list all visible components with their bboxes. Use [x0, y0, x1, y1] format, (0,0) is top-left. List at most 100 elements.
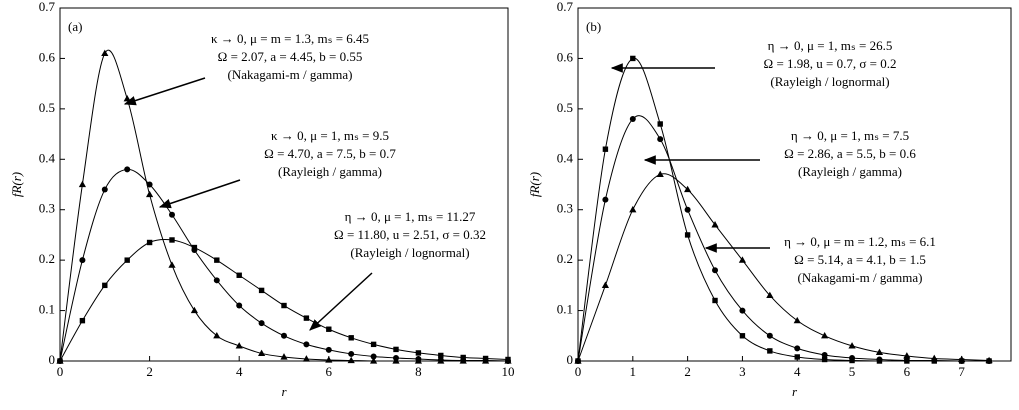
marker-point — [958, 355, 966, 363]
annotation-text: Ω = 2.07, a = 4.45, b = 0.55 — [218, 49, 363, 64]
marker-point — [236, 302, 243, 309]
x-tick-label: 0 — [575, 364, 582, 379]
curve — [59, 168, 509, 362]
y-tick-label: 0.3 — [39, 201, 55, 216]
marker-point — [629, 205, 637, 213]
marker-point — [79, 257, 86, 264]
y-tick-label: 0.2 — [557, 251, 573, 266]
marker-point — [482, 355, 489, 362]
marker-point — [146, 239, 153, 246]
y-tick-label: 0.3 — [557, 201, 573, 216]
marker-point — [214, 257, 220, 263]
marker-point — [766, 332, 773, 339]
marker-point — [302, 355, 310, 362]
y-tick-label: 0.7 — [39, 0, 56, 14]
annotation-text: η → 0, μ = m = 1.2, mₛ = 6.1 — [784, 234, 936, 249]
marker-point — [370, 357, 378, 364]
y-tick-label: 0.1 — [39, 302, 55, 317]
marker-point — [348, 350, 355, 357]
marker-point — [281, 302, 287, 309]
marker-point — [794, 354, 800, 360]
marker-point — [190, 306, 198, 314]
marker-point — [684, 206, 691, 213]
annotation-text: κ → 0, μ = m = 1.3, mₛ = 6.45 — [211, 31, 369, 46]
marker-point — [303, 315, 310, 321]
x-tick-label: 0 — [57, 364, 64, 379]
marker-point — [101, 186, 108, 193]
annotation-text: η → 0, μ = 1, mₛ = 7.5 — [791, 128, 909, 143]
marker-point — [930, 354, 938, 362]
y-axis-label: fR(r) — [9, 172, 24, 197]
marker-point — [657, 121, 663, 127]
marker-point — [124, 166, 131, 173]
marker-point — [602, 196, 609, 203]
marker-point — [767, 348, 773, 354]
marker-point — [102, 282, 108, 289]
y-tick-label: 0.5 — [39, 100, 55, 115]
x-tick-label: 4 — [794, 364, 801, 379]
annotation-text: (Rayleigh / lognormal) — [770, 74, 889, 89]
y-tick-label: 0.7 — [557, 0, 574, 14]
x-tick-label: 6 — [326, 364, 333, 379]
marker-point — [985, 356, 993, 364]
marker-point — [712, 267, 719, 274]
panel-label: (a) — [68, 19, 82, 34]
annotation-text: η → 0, μ = 1, mₛ = 26.5 — [768, 38, 893, 53]
marker-point — [739, 307, 746, 314]
marker-point — [738, 256, 747, 263]
marker-point — [574, 357, 582, 364]
marker-point — [281, 332, 287, 339]
marker-point — [821, 356, 828, 363]
annotation-text: η → 0, μ = 1, mₛ = 11.27 — [345, 209, 476, 224]
y-tick-label: 0.4 — [39, 150, 56, 165]
marker-point — [258, 287, 265, 294]
annotation-text: Ω = 1.98, u = 0.7, σ = 0.2 — [764, 56, 897, 71]
marker-point — [656, 170, 664, 178]
marker-point — [78, 180, 86, 188]
annotation-text: (Rayleigh / lognormal) — [350, 245, 469, 260]
annotation-text: Ω = 2.86, a = 5.5, b = 0.6 — [784, 146, 916, 161]
marker-point — [370, 341, 377, 348]
marker-point — [437, 356, 444, 363]
curve — [59, 49, 508, 362]
y-tick-label: 0.1 — [557, 302, 573, 317]
marker-point — [630, 55, 636, 62]
marker-point — [739, 333, 746, 339]
x-tick-label: 2 — [684, 364, 691, 379]
marker-point — [393, 354, 399, 361]
marker-point — [793, 316, 801, 324]
marker-point — [460, 354, 466, 361]
marker-point — [875, 348, 884, 356]
marker-point — [848, 342, 856, 349]
plot-frame — [577, 7, 1012, 362]
marker-point — [235, 342, 243, 349]
annotation-arrow — [309, 272, 373, 331]
marker-point — [347, 356, 355, 364]
y-tick-label: 0.4 — [557, 150, 574, 165]
marker-point — [711, 221, 719, 228]
y-tick-label: 0.6 — [557, 49, 574, 64]
y-tick-label: 0.2 — [39, 251, 55, 266]
marker-point — [326, 326, 332, 332]
annotation-text: (Rayleigh / gamma) — [798, 164, 902, 179]
x-tick-label: 3 — [739, 364, 746, 379]
curve — [577, 57, 990, 362]
x-axis-label: r — [792, 384, 798, 399]
marker-point — [191, 244, 198, 251]
x-tick-label: 6 — [904, 364, 911, 379]
annotation-text: Ω = 5.14, a = 4.1, b = 1.5 — [794, 252, 926, 267]
marker-point — [712, 297, 718, 304]
x-tick-label: 8 — [415, 364, 422, 379]
marker-point — [794, 345, 801, 352]
y-tick-label: 0 — [49, 352, 56, 367]
marker-point — [146, 190, 154, 198]
marker-point — [601, 281, 610, 288]
marker-point — [213, 277, 220, 284]
marker-point — [213, 331, 221, 339]
marker-point — [169, 237, 175, 243]
marker-point — [325, 356, 333, 363]
marker-point — [169, 211, 175, 218]
marker-point — [325, 346, 332, 353]
marker-point — [602, 146, 609, 152]
